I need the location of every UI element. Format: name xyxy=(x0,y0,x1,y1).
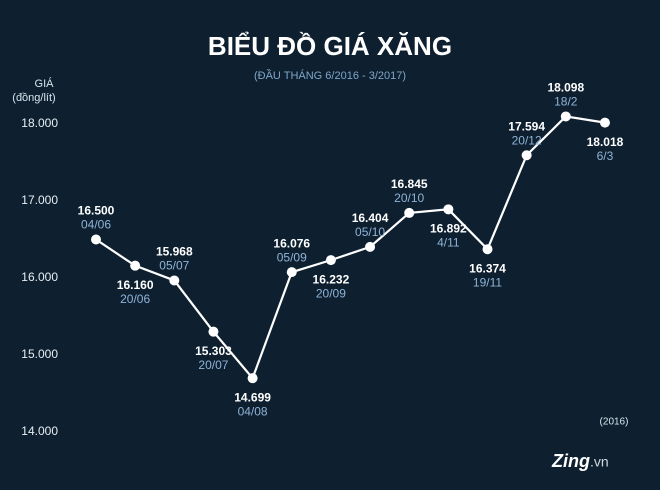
y-tick-label: 16.000 xyxy=(21,270,58,284)
point xyxy=(286,267,297,278)
x-tick-label: 04/08 xyxy=(238,404,268,418)
chart-title: BIỂU ĐỒ GIÁ XĂNG xyxy=(208,31,452,61)
point xyxy=(130,260,141,271)
value-label: 18.098 xyxy=(547,81,584,95)
x-tick-label: 04/06 xyxy=(81,218,111,232)
point xyxy=(560,111,571,122)
value-label: 16.892 xyxy=(430,221,467,235)
y-axis-label: GIÁ xyxy=(35,77,55,90)
value-label: 14.699 xyxy=(234,390,271,404)
point xyxy=(443,204,454,215)
x-tick-label: 20/06 xyxy=(120,292,150,306)
x-tick-label: 19/11 xyxy=(473,275,502,289)
point xyxy=(404,207,415,218)
x-tick-label: 4/11 xyxy=(437,235,460,249)
y-tick-label: 18.000 xyxy=(21,116,58,130)
logo: Zing xyxy=(551,451,590,471)
x-tick-label: 05/09 xyxy=(277,250,307,264)
x-tick-label: 18/2 xyxy=(554,95,578,109)
value-label: 18.018 xyxy=(587,135,624,149)
point xyxy=(247,373,258,384)
value-label: 16.374 xyxy=(469,261,506,275)
value-label: 16.232 xyxy=(313,272,350,286)
y-tick-label: 15.000 xyxy=(21,347,58,361)
logo: .vn xyxy=(590,454,609,470)
value-label: 16.845 xyxy=(391,177,428,191)
annotation: (2016) xyxy=(600,417,629,428)
point xyxy=(325,255,336,266)
point xyxy=(91,234,101,245)
value-label: 16.500 xyxy=(78,204,115,218)
chart-subtitle: (ĐẦU THÁNG 6/2016 - 3/2017) xyxy=(254,69,406,82)
value-label: 17.594 xyxy=(508,119,545,133)
x-tick-label: 20/12 xyxy=(512,133,542,147)
x-tick-label: 05/07 xyxy=(159,259,189,273)
y-axis-label: (đồng/lít) xyxy=(12,92,55,104)
point xyxy=(482,244,493,255)
line xyxy=(95,115,606,381)
value-label: 15.303 xyxy=(195,344,232,358)
x-tick-label: 20/09 xyxy=(316,286,346,300)
x-tick-label: 6/3 xyxy=(597,149,614,163)
point xyxy=(521,150,532,161)
value-label: 16.160 xyxy=(117,278,154,292)
point xyxy=(599,117,610,128)
value-label: 15.968 xyxy=(156,245,193,259)
point xyxy=(208,326,219,337)
point xyxy=(365,241,376,252)
x-tick-label: 20/10 xyxy=(394,191,424,205)
value-label: 16.076 xyxy=(273,236,310,250)
value-label: 16.404 xyxy=(352,211,389,225)
x-tick-label: 20/07 xyxy=(198,358,228,372)
point xyxy=(169,275,180,286)
y-tick-label: 17.000 xyxy=(21,193,58,207)
x-tick-label: 05/10 xyxy=(355,225,385,239)
y-tick-label: 14.000 xyxy=(21,424,58,438)
